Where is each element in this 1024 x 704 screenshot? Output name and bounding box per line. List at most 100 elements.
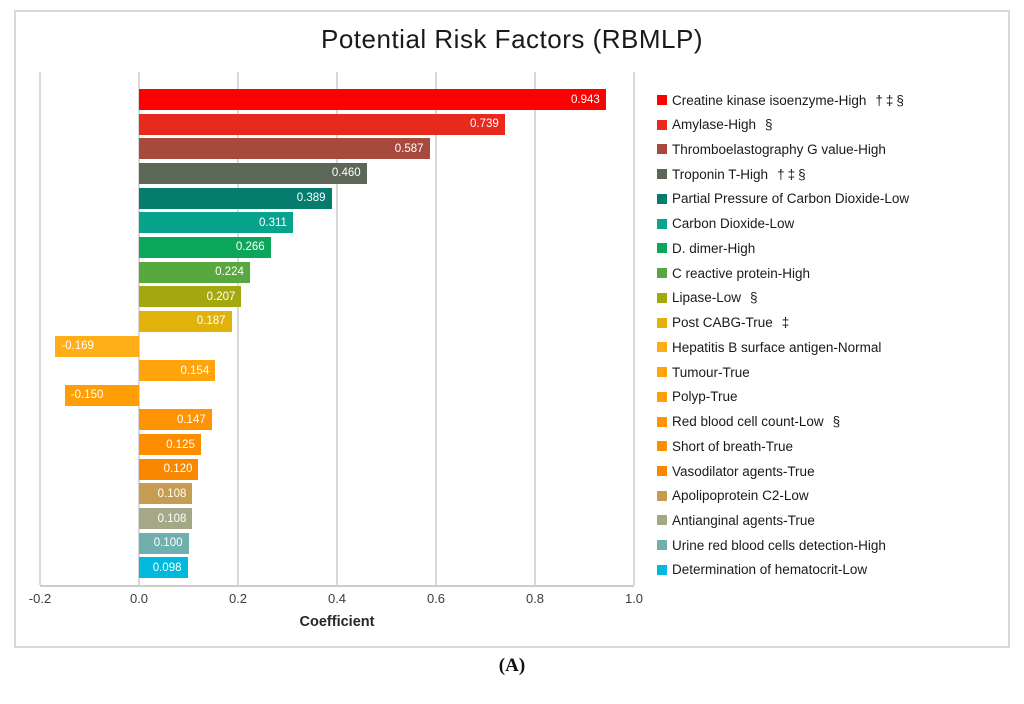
x-tick-label: 0.0 — [129, 591, 149, 606]
legend-significance-marks: ‡ — [781, 315, 793, 331]
legend-swatch-icon — [657, 416, 667, 427]
legend-item: D. dimer-High — [657, 237, 1005, 259]
legend-label: D. dimer-High — [672, 240, 756, 256]
bar: 0.266 — [139, 236, 271, 258]
bar: 0.098 — [139, 557, 188, 579]
bar-value-label: 0.125 — [166, 438, 195, 451]
legend-item: C reactive protein-High — [657, 262, 1005, 284]
bar: 0.120 — [139, 458, 199, 480]
legend-item: Carbon Dioxide-Low — [657, 213, 1005, 235]
gridline — [633, 72, 635, 585]
legend-swatch-icon — [657, 317, 667, 328]
bar: 0.108 — [139, 483, 193, 505]
bar-row: 0.154 — [40, 360, 634, 382]
bar-row: 0.187 — [40, 310, 634, 332]
x-tick-label: 0.8 — [525, 591, 545, 606]
legend-item: Determination of hematocrit-Low — [657, 559, 1005, 581]
legend-label: Antianginal agents-True — [672, 512, 815, 528]
legend-label: Partial Pressure of Carbon Dioxide-Low — [672, 191, 910, 207]
bar: -0.150 — [64, 384, 139, 406]
bar: 0.311 — [139, 212, 293, 234]
page: { "figure": { "title": "Potential Risk F… — [0, 10, 1024, 704]
bar: 0.224 — [139, 261, 250, 283]
bar-value-label: 0.098 — [152, 561, 182, 574]
legend-label: Lipase-Low — [672, 290, 742, 306]
legend-item: Creatine kinase isoenzyme-High †‡§ — [657, 89, 1005, 111]
legend-label: Troponin T-High — [672, 166, 769, 182]
x-tick-label: 0.6 — [426, 591, 446, 606]
legend-item: Short of breath-True — [657, 435, 1005, 457]
bar-value-label: 0.266 — [235, 241, 265, 254]
bar: 0.739 — [139, 113, 505, 135]
legend-item: Troponin T-High †‡§ — [657, 163, 1005, 185]
legend-item: Lipase-Low § — [657, 287, 1005, 309]
bar: 0.100 — [139, 532, 189, 554]
legend-swatch-icon — [657, 144, 667, 155]
bar-value-label: 0.207 — [206, 290, 236, 303]
legend-item: Vasodilator agents-True — [657, 460, 1005, 482]
bar-row: 0.739 — [40, 113, 634, 135]
bar-value-label: 0.224 — [215, 266, 244, 279]
bar-row: 0.120 — [40, 458, 634, 480]
legend-swatch-icon — [657, 95, 667, 105]
bar-value-label: -0.169 — [61, 340, 94, 352]
bar-value-label: 0.187 — [196, 315, 226, 328]
legend-item: Hepatitis B surface antigen-Normal — [657, 336, 1005, 358]
bar-row: 0.224 — [40, 261, 634, 283]
bar-value-label: 0.147 — [176, 413, 206, 426]
bar-row: 0.108 — [40, 483, 634, 505]
legend-label: Hepatitis B surface antigen-Normal — [672, 339, 882, 355]
legend-significance-marks: †‡§ — [777, 166, 809, 182]
bar-value-label: 0.100 — [153, 537, 183, 550]
gridline — [336, 72, 338, 585]
bar-row: 0.108 — [40, 508, 634, 530]
legend-swatch-icon — [657, 169, 667, 180]
legend-label: Short of breath-True — [672, 438, 794, 454]
bar-row: -0.150 — [40, 384, 634, 406]
legend-label: Amylase-High — [672, 117, 757, 133]
legend-swatch-icon — [657, 515, 667, 526]
legend-swatch-icon — [657, 564, 667, 575]
legend: Creatine kinase isoenzyme-High †‡§ Amylase… — [657, 89, 1005, 581]
figure-caption: (A) — [498, 655, 526, 676]
bar-value-label: 0.389 — [296, 192, 326, 205]
legend-label: Determination of hematocrit-Low — [672, 562, 868, 578]
chart-title: Potential Risk Factors (RBMLP) — [321, 24, 703, 54]
bar: 0.154 — [139, 360, 216, 382]
bar-value-label: 0.311 — [259, 216, 287, 229]
bar: 0.187 — [139, 310, 232, 332]
legend-swatch-icon — [657, 342, 667, 353]
legend-label: Creatine kinase isoenzyme-High — [672, 92, 867, 108]
legend-item: Apolipoprotein C2-Low — [657, 485, 1005, 507]
bar-value-label: 0.108 — [157, 512, 187, 525]
gridline — [534, 72, 536, 585]
x-tick-label: -0.2 — [28, 591, 52, 606]
bar-row: 0.460 — [40, 162, 634, 184]
bar-value-label: 0.120 — [163, 463, 193, 476]
legend-label: C reactive protein-High — [672, 265, 811, 281]
bar: 0.147 — [139, 409, 212, 431]
bar: -0.169 — [55, 335, 139, 357]
plot-area: 0.943 0.739 0.587 0.460 0.389 0.311 0.266 0.224… — [39, 72, 635, 587]
legend-swatch-icon — [657, 466, 667, 477]
legend-item: Post CABG-True ‡ — [657, 312, 1005, 334]
bar-row: 0.587 — [40, 138, 634, 160]
bar-value-label: 0.943 — [571, 93, 600, 106]
bar-row: 0.389 — [40, 187, 634, 209]
legend-item: Polyp-True — [657, 386, 1005, 408]
legend-item: Thromboelastography G value-High — [657, 138, 1005, 160]
x-tick-label: 0.2 — [228, 591, 248, 606]
legend-swatch-icon — [657, 193, 667, 204]
legend-item: Red blood cell count-Low § — [657, 411, 1005, 433]
legend-item: Tumour-True — [657, 361, 1005, 383]
bar-value-label: 0.587 — [394, 142, 424, 155]
legend-swatch-icon — [657, 391, 667, 402]
legend-label: Polyp-True — [672, 389, 738, 405]
legend-item: Amylase-High § — [657, 114, 1005, 136]
bar-value-label: 0.739 — [470, 118, 499, 131]
legend-significance-marks: § — [765, 117, 776, 133]
bar: 0.943 — [139, 89, 606, 110]
bar-row: 0.100 — [40, 532, 634, 554]
legend-swatch-icon — [657, 441, 667, 452]
bar-row: 0.207 — [40, 286, 634, 308]
